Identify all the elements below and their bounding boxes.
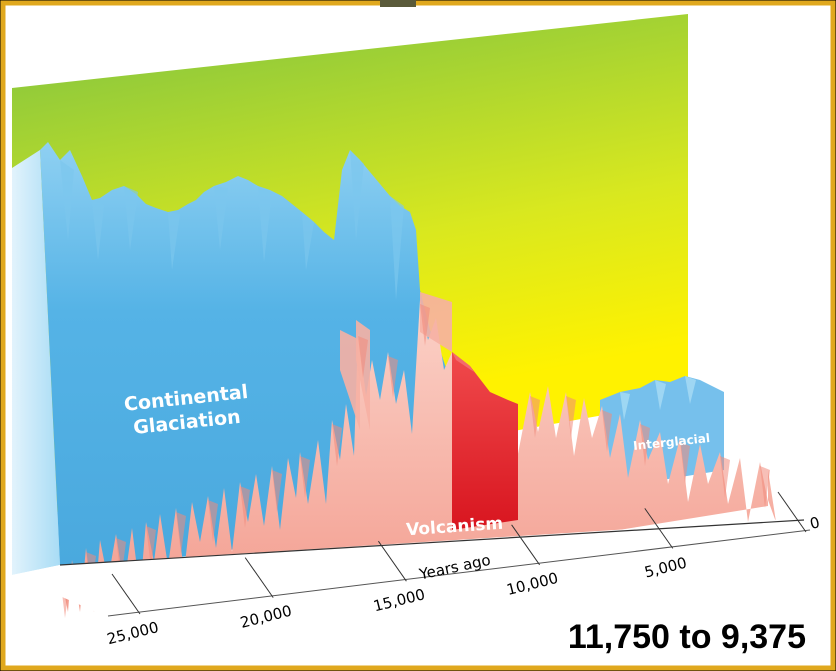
highlight-band	[452, 352, 518, 530]
interglacial-streak	[655, 380, 666, 410]
volcanism-texture	[680, 442, 690, 484]
highlight-top	[452, 352, 474, 372]
axis-floor	[12, 518, 812, 618]
glaciation-streak	[390, 196, 404, 300]
range-caption: 11,750 to 9,375	[568, 618, 806, 656]
tick-line	[377, 540, 407, 582]
volcanism-peak	[420, 292, 452, 352]
axis-front-line	[107, 529, 811, 617]
tick-line	[244, 557, 274, 598]
volcanism-texture	[116, 538, 126, 580]
glaciation-streak	[302, 212, 314, 270]
interglacial-layer	[600, 376, 724, 490]
glaciation-streak	[60, 160, 74, 240]
volcanism-texture	[358, 336, 368, 378]
glaciation-streak	[92, 200, 104, 260]
volcanism-ridge	[60, 300, 776, 612]
glaciation-streak	[350, 150, 364, 240]
volcanism-texture	[240, 486, 250, 528]
glaciation-streaks	[60, 150, 404, 300]
volcanism-texture	[760, 466, 770, 508]
glaciation-streak	[124, 186, 138, 250]
glaciation-streak	[168, 212, 180, 270]
volcanism-texture	[176, 512, 186, 554]
volcanism-texture	[300, 456, 310, 498]
tick-line	[111, 573, 141, 615]
volcanism-layer	[60, 292, 776, 618]
volcanism-texture	[720, 456, 730, 498]
tick-line	[644, 508, 674, 549]
glaciation-streak	[258, 186, 272, 262]
glaciation-streak	[214, 186, 228, 250]
volcanism-peak	[340, 330, 360, 430]
volcanism-texture	[388, 356, 398, 398]
volcanism-texture	[420, 304, 430, 346]
volcanism-texture	[146, 526, 156, 568]
glaciation-side-face	[12, 150, 60, 575]
volcanism-texture	[208, 500, 218, 542]
volcanism-texture	[640, 424, 650, 466]
axis-line	[59, 519, 805, 566]
tick-line	[777, 491, 807, 533]
interglacial-face	[600, 376, 724, 490]
top-notch	[380, 0, 416, 7]
volcanism-texture	[272, 470, 282, 512]
interglacial-streaks	[620, 376, 696, 420]
tick-line	[511, 524, 541, 566]
volcanism-texture	[332, 424, 342, 466]
tick-lines	[111, 491, 807, 615]
volcanism-highlight	[452, 352, 518, 530]
tick-label: 0	[808, 513, 822, 533]
volcanism-texture	[602, 410, 612, 452]
interglacial-streak	[685, 376, 696, 404]
volcanism-texture	[566, 396, 576, 438]
volcanism-texture	[530, 396, 540, 438]
interglacial-streak	[620, 392, 630, 420]
